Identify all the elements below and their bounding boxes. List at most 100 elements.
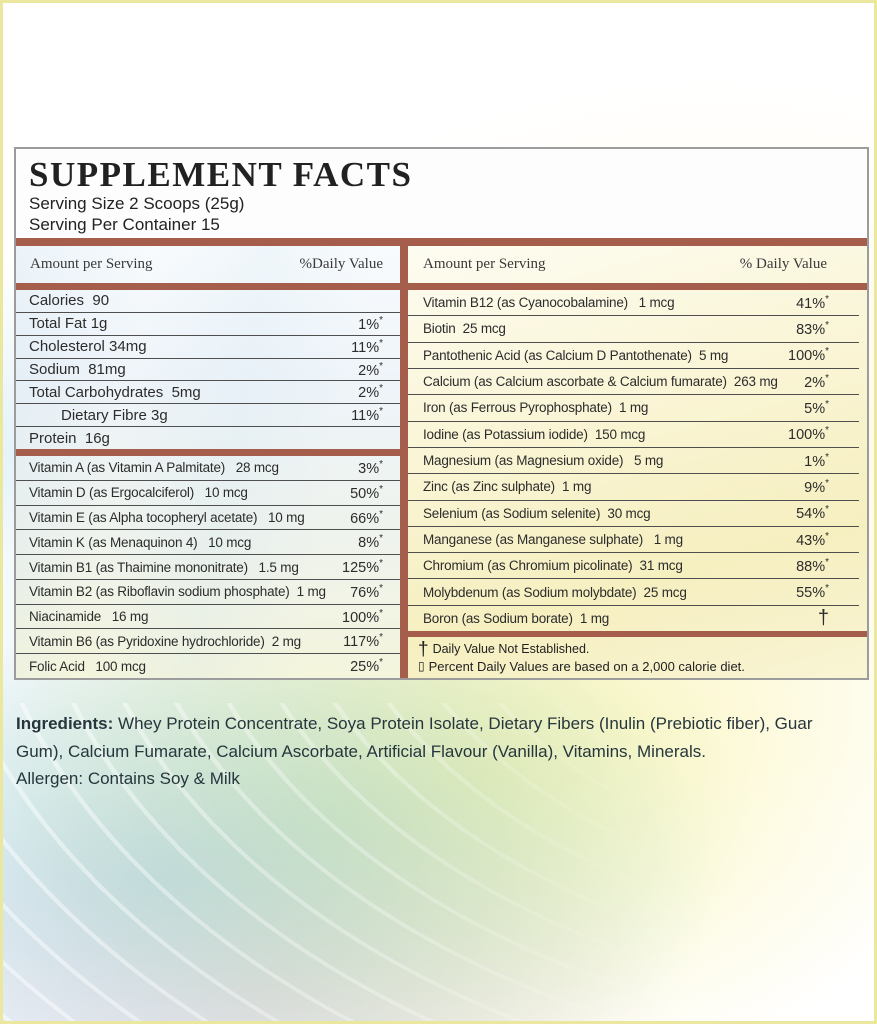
nutrient-daily-value: 100%* (342, 607, 383, 626)
right-amount-per-serving-label: Amount per Serving (423, 256, 546, 272)
table-row: Total Carbohydrates 5mg 2%* (16, 381, 400, 405)
nutrient-daily-value: 2%* (804, 372, 829, 391)
nutrient-name: Iron (as Ferrous Pyrophosphate) 1 mg (423, 400, 649, 416)
nutrient-daily-value: 1%* (358, 314, 383, 333)
table-row: Vitamin B12 (as Cyanocobalamine) 1 mcg 4… (408, 290, 859, 317)
table-row: Dietary Fibre 3g 11%* (16, 404, 400, 428)
table-row: Magnesium (as Magnesium oxide) 5 mg 1%* (408, 448, 859, 475)
nutrient-name: Dietary Fibre 3g (61, 406, 168, 424)
footnote-symbol: † (418, 638, 429, 660)
panel-title: SUPPLEMENT FACTS (29, 155, 413, 194)
nutrient-daily-value: 9%* (804, 477, 829, 496)
mineral-vitamin-table: Vitamin B12 (as Cyanocobalamine) 1 mcg 4… (408, 290, 867, 631)
nutrient-name: Vitamin B2 (as Riboflavin sodium phospha… (29, 584, 326, 600)
facts-columns: Amount per Serving %Daily Value Calories… (16, 246, 867, 678)
nutrient-daily-value: 50%* (350, 483, 383, 502)
nutrient-daily-value: 3%* (358, 458, 383, 477)
nutrient-name: Vitamin B6 (as Pyridoxine hydrochloride)… (29, 633, 301, 649)
left-amount-per-serving-label: Amount per Serving (30, 256, 153, 272)
nutrient-name: Cholesterol 34mg (29, 338, 147, 356)
left-header-divider-bar (16, 283, 400, 290)
table-row: Calcium (as Calcium ascorbate & Calcium … (408, 369, 859, 396)
nutrient-name: Sodium 81mg (29, 361, 126, 378)
nutrient-daily-value: 8%* (358, 533, 383, 552)
nutrient-daily-value: 25%* (350, 657, 383, 676)
nutrient-name: Biotin 25 mcg (423, 321, 506, 337)
table-row: Vitamin A (as Vitamin A Palmitate) 28 mc… (16, 456, 400, 481)
nutrient-daily-value: 76%* (350, 582, 383, 601)
nutrient-name: Vitamin E (as Alpha tocopheryl acetate) … (29, 509, 305, 525)
nutrient-daily-value: 66%* (350, 508, 383, 527)
nutrient-name: Total Carbohydrates 5mg (29, 383, 201, 401)
ingredients-label: Ingredients: (16, 714, 114, 733)
right-header-divider-bar (408, 283, 867, 290)
nutrient-name: Vitamin B12 (as Cyanocobalamine) 1 mcg (423, 295, 675, 311)
nutrient-name: Magnesium (as Magnesium oxide) 5 mg (423, 453, 664, 469)
table-row: Zinc (as Zinc sulphate) 1 mg 9%* (408, 474, 859, 501)
nutrient-name: Vitamin K (as Menaquinon 4) 10 mcg (29, 534, 252, 550)
supplement-facts-panel: SUPPLEMENT FACTS Serving Size 2 Scoops (… (14, 147, 869, 680)
panel-title-block: SUPPLEMENT FACTS Serving Size 2 Scoops (… (16, 149, 867, 238)
footnote-text: Percent Daily Values are based on a 2,00… (428, 659, 745, 674)
serving-size-text: Serving Size 2 Scoops (25g) (29, 194, 245, 213)
right-column: Amount per Serving % Daily Value Vitamin… (408, 246, 867, 678)
nutrient-name: Calcium (as Calcium ascorbate & Calcium … (423, 374, 778, 390)
nutrient-name: Manganese (as Manganese sulphate) 1 mg (423, 531, 683, 547)
footnote-line: † Daily Value Not Established. (418, 638, 857, 660)
nutrient-name: Vitamin B1 (as Thaimine mononitrate) 1.5… (29, 559, 299, 575)
nutrient-name: Zinc (as Zinc sulphate) 1 mg (423, 479, 592, 495)
nutrient-daily-value: 1%* (804, 451, 829, 470)
footnotes: † Daily Value Not Established. ▯ Percent… (408, 637, 867, 678)
footnote-divider-bar (408, 631, 867, 637)
nutrient-daily-value: † (817, 607, 829, 630)
nutrient-name: Folic Acid 100 mcg (29, 658, 146, 674)
nutrient-daily-value: 2%* (358, 360, 383, 379)
servings-per-container-text: Serving Per Container 15 (29, 215, 220, 234)
table-row: Vitamin D (as Ergocalciferol) 10 mcg 50%… (16, 481, 400, 506)
top-divider-bar (16, 238, 867, 246)
nutrient-daily-value: 43%* (796, 530, 829, 549)
nutrient-name: Calories 90 (29, 292, 110, 310)
footnote-line: ▯ Percent Daily Values are based on a 2,… (418, 658, 857, 675)
column-divider-bar (400, 246, 408, 678)
table-row: Iodine (as Potassium iodide) 150 mcg 100… (408, 422, 859, 448)
nutrient-name: Selenium (as Sodium selenite) 30 mcg (423, 505, 651, 521)
footnote-symbol: ▯ (418, 659, 425, 673)
left-column: Amount per Serving %Daily Value Calories… (16, 246, 400, 678)
ingredients-paragraph: Ingredients: Whey Protein Concentrate, S… (16, 710, 864, 766)
right-column-header: Amount per Serving % Daily Value (408, 246, 867, 283)
table-row: Vitamin K (as Menaquinon 4) 10 mcg 8%* (16, 530, 400, 556)
table-row: Boron (as Sodium borate) 1 mg † (408, 606, 859, 631)
nutrient-name: Boron (as Sodium borate) 1 mg (423, 610, 610, 626)
table-row: Iron (as Ferrous Pyrophosphate) 1 mg 5%* (408, 395, 859, 422)
nutrient-daily-value: 11%* (351, 337, 383, 356)
allergen-text: Allergen: Contains Soy & Milk (16, 769, 240, 788)
left-column-header: Amount per Serving %Daily Value (16, 246, 400, 283)
footnote-text: Daily Value Not Established. (432, 642, 590, 656)
nutrient-daily-value: 100%* (788, 346, 829, 365)
table-row: Vitamin E (as Alpha tocopheryl acetate) … (16, 506, 400, 531)
table-row: Molybdenum (as Sodium molybdate) 25 mcg … (408, 579, 859, 606)
left-mid-divider-bar (16, 449, 400, 456)
table-row: Sodium 81mg 2%* (16, 359, 400, 382)
nutrient-name: Niacinamide 16 mg (29, 609, 149, 625)
nutrient-name: Iodine (as Potassium iodide) 150 mcg (423, 426, 646, 442)
nutrient-name: Total Fat 1g (29, 315, 108, 333)
nutrient-name: Chromium (as Chromium picolinate) 31 mcg (423, 558, 683, 574)
table-row: Vitamin B1 (as Thaimine mononitrate) 1.5… (16, 555, 400, 580)
nutrient-daily-value: 2%* (358, 383, 383, 402)
ingredients-text: Whey Protein Concentrate, Soya Protein I… (16, 714, 813, 761)
table-row: Chromium (as Chromium picolinate) 31 mcg… (408, 553, 859, 580)
nutrient-daily-value: 88%* (796, 556, 829, 575)
nutrient-daily-value: 11%* (351, 406, 383, 425)
nutrient-name: Protein 16g (29, 429, 110, 447)
nutrient-daily-value: 5%* (804, 398, 829, 417)
nutrient-name: Pantothenic Acid (as Calcium D Pantothen… (423, 347, 729, 363)
table-row: Protein 16g (16, 427, 400, 449)
vitamin-table: Vitamin A (as Vitamin A Palmitate) 28 mc… (16, 456, 400, 678)
table-row: Cholesterol 34mg 11%* (16, 336, 400, 359)
nutrient-daily-value: 55%* (796, 583, 829, 601)
table-row: Biotin 25 mcg 83%* (408, 316, 859, 343)
nutrient-daily-value: 125%* (342, 558, 383, 576)
nutrient-daily-value: 100%* (788, 425, 829, 444)
